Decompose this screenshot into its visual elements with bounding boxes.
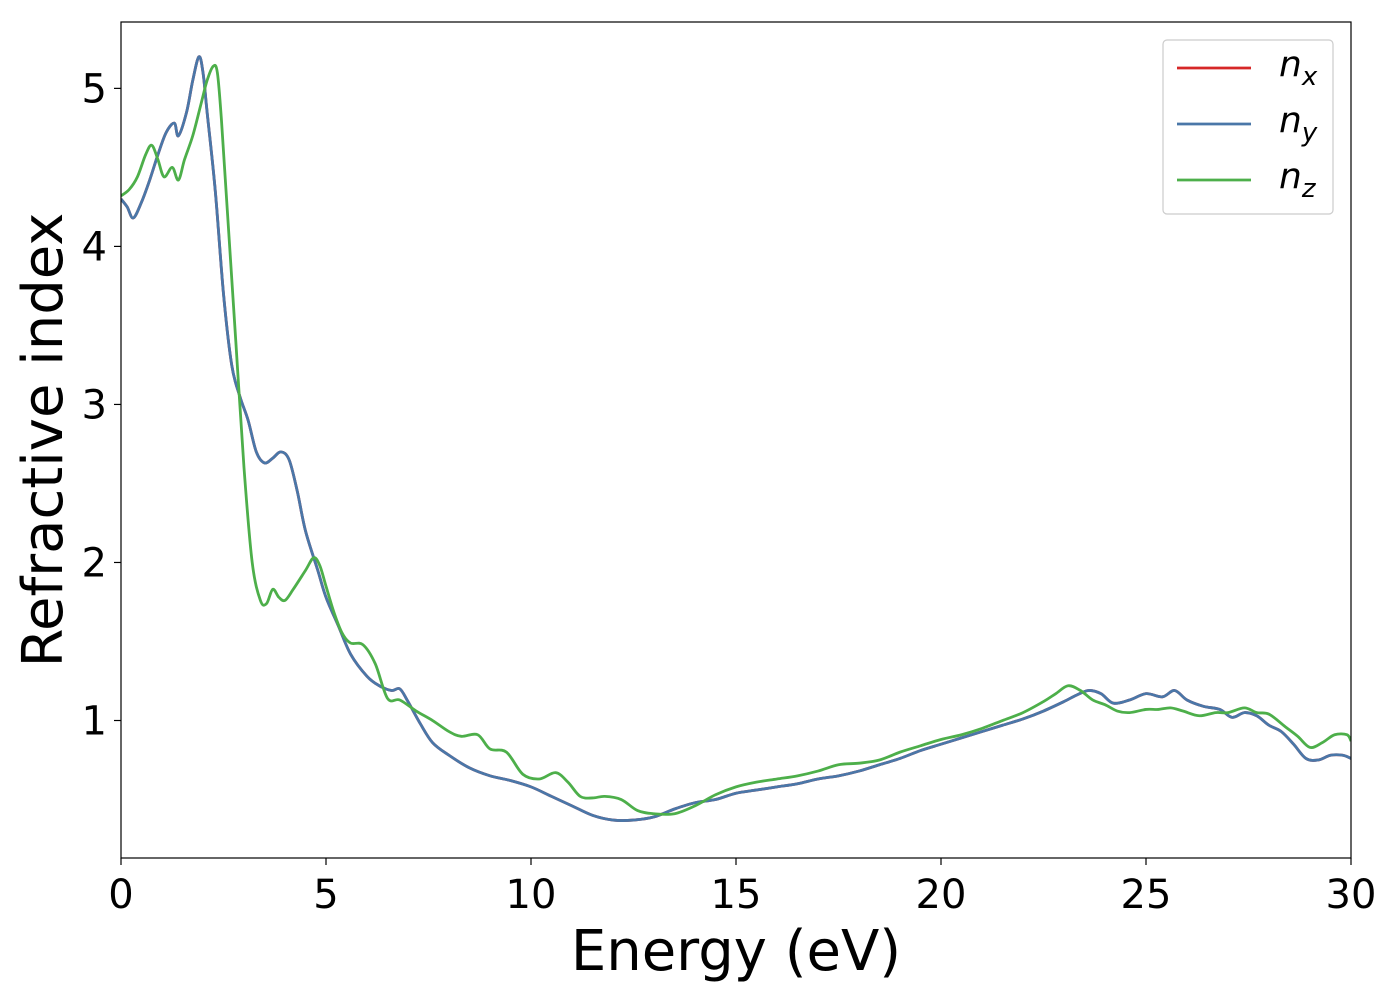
x-tick-label: 30 — [1326, 872, 1377, 918]
x-tick-label: 10 — [506, 872, 557, 918]
x-tick-label: 0 — [108, 872, 133, 918]
series-line-z — [121, 63, 1351, 816]
series-layer — [121, 55, 1351, 822]
legend-item-y: ny — [1177, 100, 1318, 148]
legend-item-x: nx — [1177, 44, 1318, 92]
y-axis-label: Refractive index — [11, 213, 76, 668]
x-axis-label: Energy (eV) — [571, 919, 901, 984]
y-tick-label: 1 — [82, 699, 107, 745]
y-tick-label: 4 — [82, 224, 107, 270]
x-tick-label: 5 — [313, 872, 338, 918]
legend-box — [1162, 39, 1334, 215]
x-tick-label: 20 — [916, 872, 967, 918]
y-tick-label: 5 — [82, 66, 107, 112]
legend: nx ny nz — [1162, 39, 1334, 215]
x-tick-label: 15 — [711, 872, 762, 918]
legend-item-z: nz — [1177, 156, 1317, 204]
legend-label: nz — [1279, 156, 1317, 204]
legend-label: nx — [1279, 44, 1318, 92]
y-tick-label: 3 — [82, 382, 107, 428]
series-line-y — [121, 55, 1351, 822]
y-axis-ticks: 1 2 3 4 5 — [82, 66, 121, 745]
x-tick-label: 25 — [1121, 872, 1172, 918]
legend-label: ny — [1279, 100, 1318, 148]
x-axis-ticks: 0 5 10 15 20 25 30 — [108, 858, 1376, 918]
y-tick-label: 2 — [82, 540, 107, 586]
